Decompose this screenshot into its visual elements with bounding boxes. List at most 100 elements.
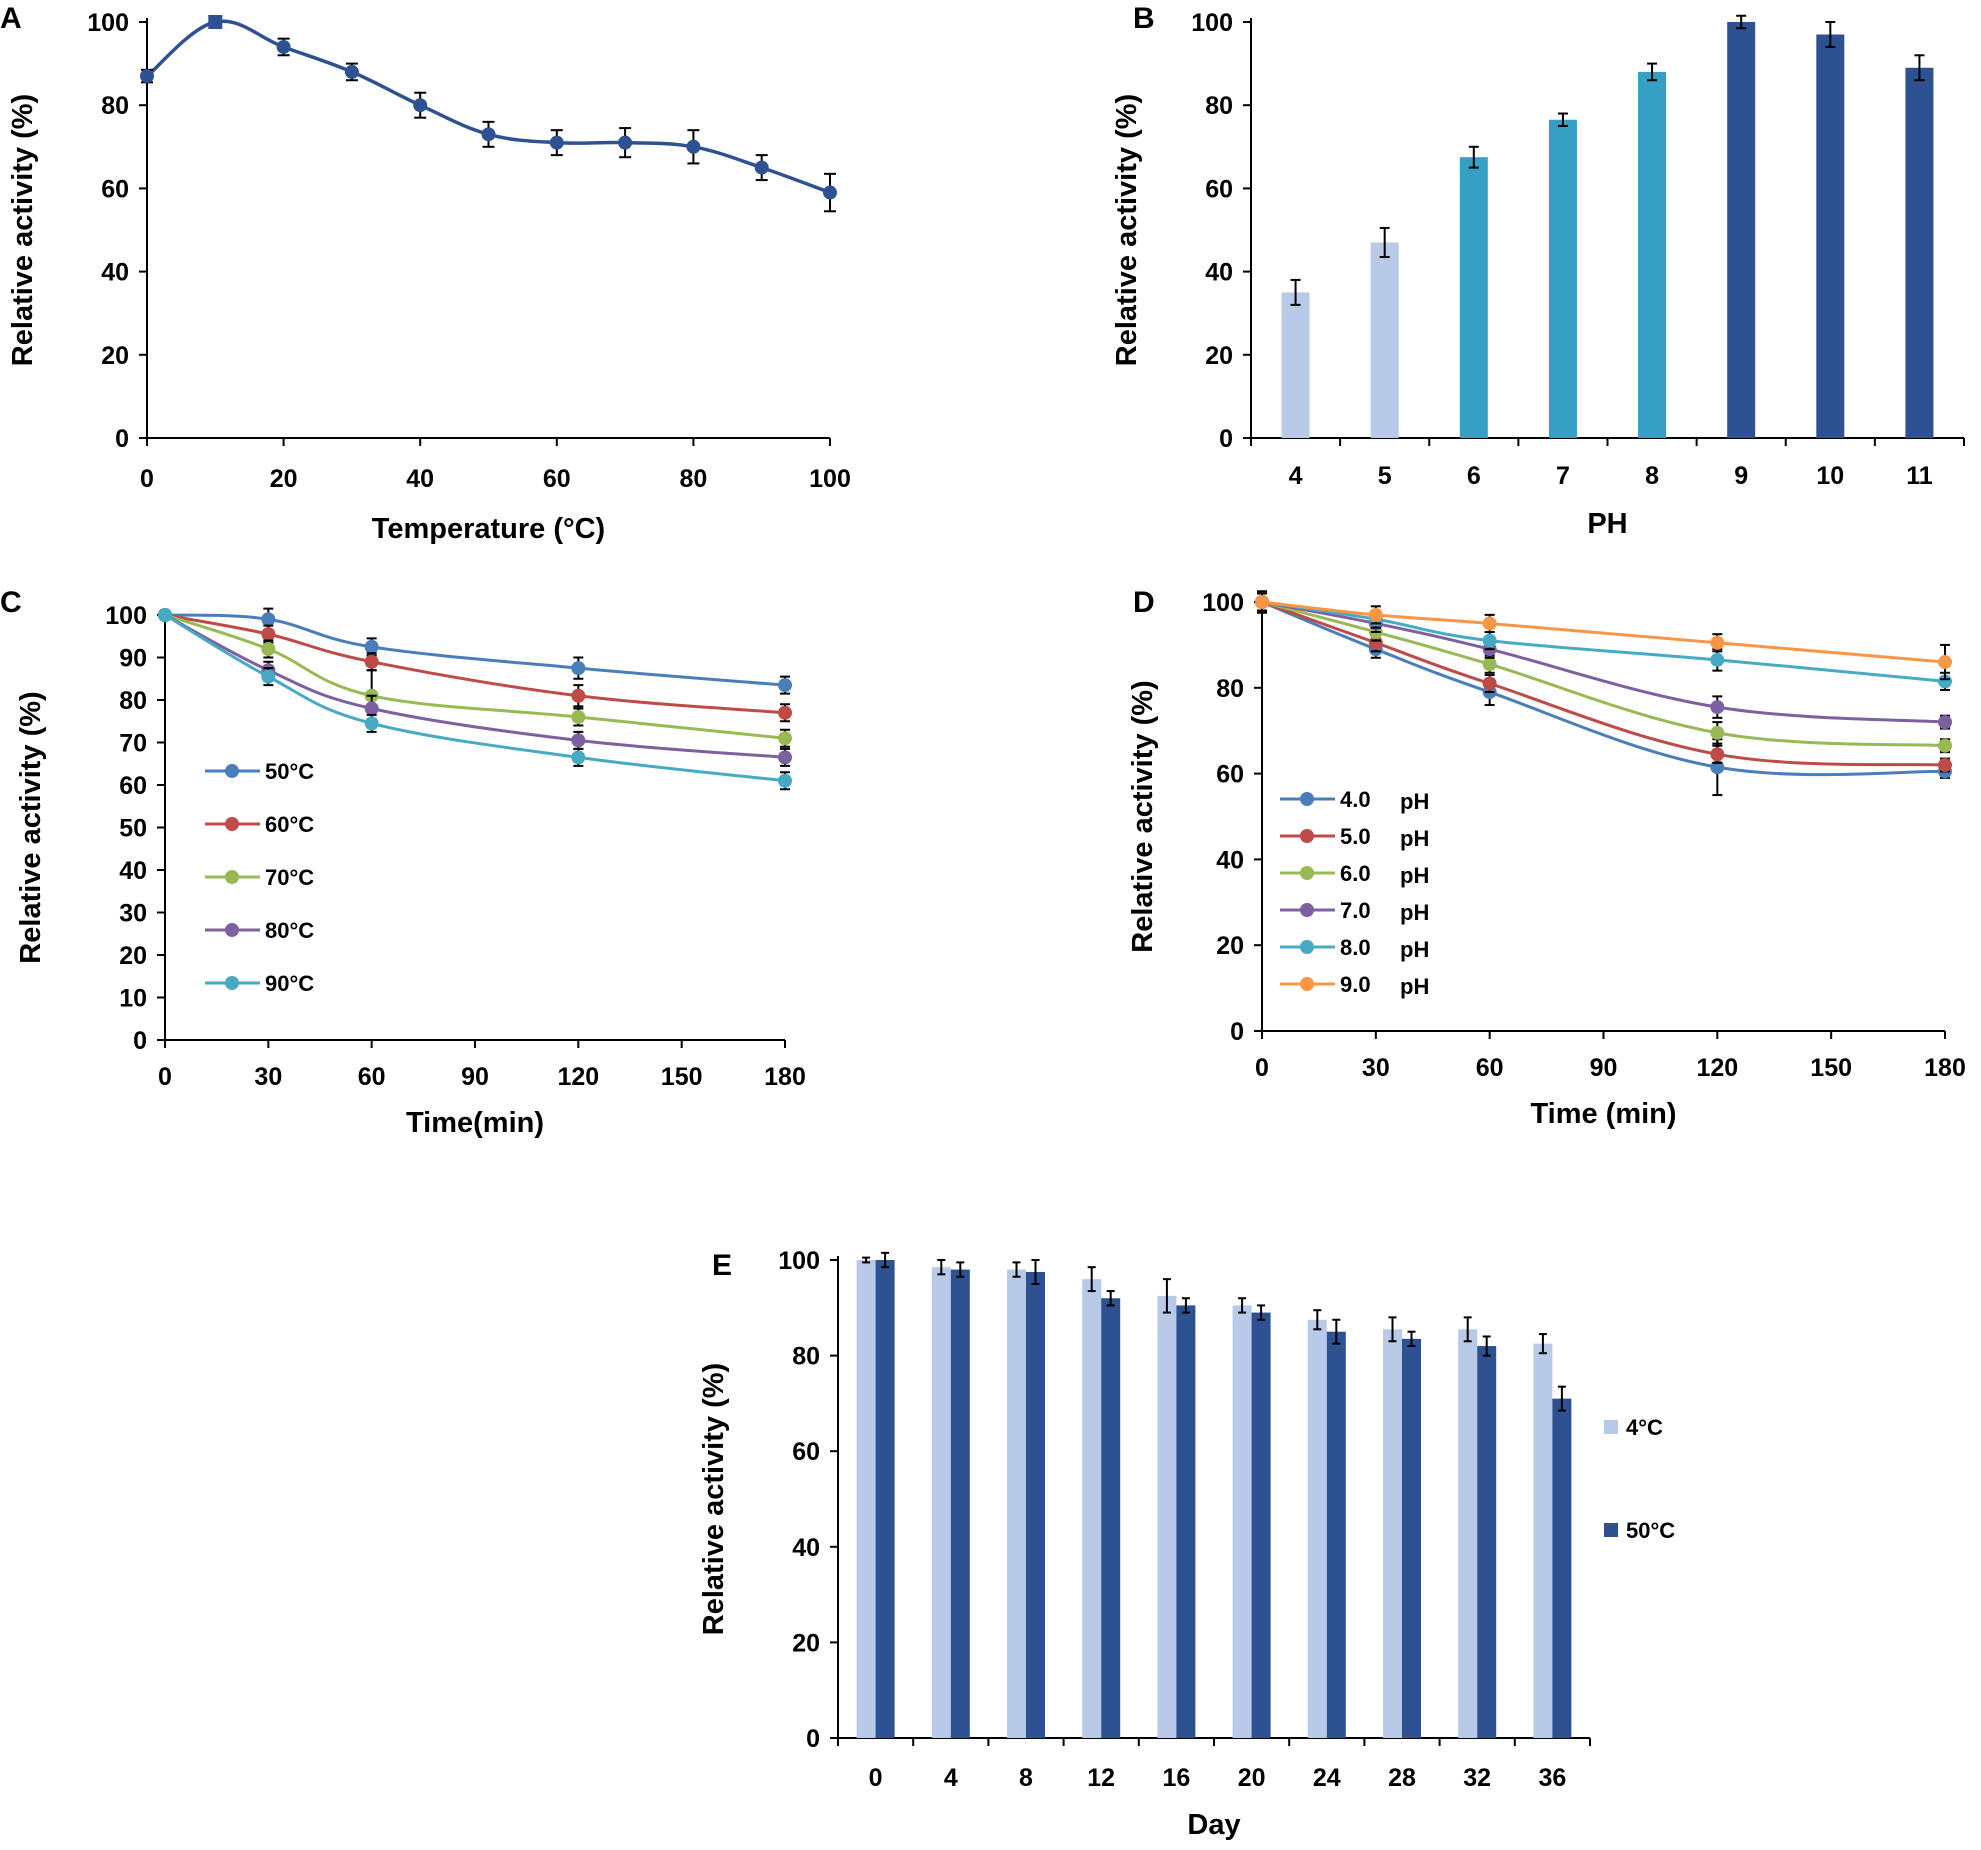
panel-d-x-tick-label: 180 [1924, 1054, 1966, 1082]
panel-a: A 0 20 40 60 80 100 0 20 40 60 80 100 Relative activi… [0, 2, 851, 545]
panel-e-x-tick-label: 4 [944, 1764, 958, 1792]
panel-d-point [1255, 595, 1269, 609]
panel-d-point [1710, 747, 1725, 762]
panel-c-point [364, 654, 379, 669]
panel-e-x-tick-label: 0 [869, 1764, 883, 1792]
panel-e-bar [931, 1267, 951, 1738]
panel-e-legend-swatch [1604, 1420, 1618, 1434]
panel-e-bar [1232, 1305, 1252, 1738]
panel-c-legend-marker [225, 817, 239, 831]
panel-b-x-tick-label: 9 [1734, 462, 1748, 490]
panel-a-point [140, 69, 154, 84]
panel-b-y-tick-label: 80 [1205, 92, 1233, 120]
panel-c-point [364, 639, 379, 654]
panel-d-point [1482, 616, 1497, 631]
panel-d-y-tick-label: 80 [1216, 675, 1244, 703]
panel-a-point [344, 64, 359, 79]
panel-d-y-tick-label: 100 [1202, 589, 1244, 617]
panel-c-y-tick-label: 90 [119, 645, 147, 673]
panel-c-legend-label: 70°C [265, 865, 314, 890]
panel-c-series-line [164, 613, 786, 740]
panel-e-legend-label: 50°C [1626, 1518, 1675, 1543]
panel-e-legend-label: 4°C [1626, 1415, 1663, 1440]
panel-c-y-tick-label: 50 [119, 815, 147, 843]
panel-a-x-tick-label: 60 [543, 465, 571, 493]
panel-d-legend-marker [1300, 940, 1314, 954]
panel-e-bar [1026, 1271, 1045, 1738]
panel-e-bar [1101, 1298, 1121, 1738]
panel-a-y-tick-label: 20 [101, 342, 129, 370]
panel-d-point [1938, 738, 1952, 753]
panel-e-bar [875, 1260, 895, 1738]
panel-b-x-tick-label: 11 [1906, 462, 1933, 490]
panel-e-bar [950, 1269, 970, 1738]
panel-c-y-tick-label: 80 [119, 687, 147, 715]
panel-e: E 0 20 40 60 80 100 0 4 8 12 16 20 24 28 32 36 Relative a… [698, 1247, 1675, 1841]
panel-c-y-tick-label: 10 [119, 985, 147, 1013]
panel-e-bar [1383, 1329, 1402, 1738]
panel-a-point [481, 127, 496, 142]
panel-d-legend-marker [1300, 866, 1314, 880]
panel-c-legend-label: 50°C [265, 759, 314, 784]
panel-a-series-line [145, 19, 831, 195]
panel-b-bar [1281, 292, 1310, 438]
panel-a-y-tick-label: 100 [87, 9, 129, 37]
panel-c-legend-label: 60°C [265, 812, 314, 837]
panel-b-x-tick-label: 6 [1467, 462, 1481, 490]
panel-d-y-tick-label: 20 [1216, 932, 1244, 960]
panel-b-y-tick-label: 60 [1205, 175, 1233, 203]
panel-d-y-tick-label: 60 [1216, 761, 1244, 789]
panel-b-y-tick-label: 100 [1191, 9, 1233, 37]
panel-c-x-tick-label: 180 [764, 1063, 806, 1091]
panel-c-point [261, 669, 276, 684]
panel-b-x-tick-label: 8 [1645, 462, 1659, 490]
panel-e-y-tick-label: 60 [792, 1438, 820, 1466]
panel-e-x-tick-label: 12 [1087, 1764, 1115, 1792]
panel-c-legend-label: 80°C [265, 918, 314, 943]
panel-b-letter: B [1133, 2, 1155, 35]
panel-d-legend-label: 9.0 [1340, 972, 1371, 997]
panel-b-x-axis-title: PH [1587, 508, 1627, 540]
panel-e-bar [1157, 1295, 1177, 1738]
panel-e-bar [1176, 1305, 1196, 1738]
panel-c-x-tick-label: 120 [557, 1063, 599, 1091]
panel-e-y-tick-label: 20 [792, 1629, 820, 1657]
panel-d-legend-unit: pH [1400, 974, 1429, 999]
panel-d-point [1938, 758, 1952, 773]
panel-d-point [1710, 652, 1725, 667]
panel-e-x-tick-label: 24 [1313, 1764, 1341, 1792]
panel-d-point [1710, 635, 1725, 650]
panel-b-y-tick-label: 40 [1205, 259, 1233, 287]
panel-a-x-tick-label: 40 [406, 465, 434, 493]
panel-c-y-tick-label: 0 [133, 1027, 147, 1055]
panel-b-x-tick-label: 4 [1289, 462, 1303, 490]
panel-b-x-tick-label: 7 [1556, 462, 1570, 490]
panel-d-legend-unit: pH [1400, 863, 1429, 888]
panel-d-series-line [1261, 600, 1946, 724]
panel-e-bar [1307, 1319, 1327, 1738]
panel-e-bar [1326, 1331, 1346, 1738]
panel-e-x-tick-label: 16 [1162, 1764, 1190, 1792]
panel-c-point [261, 642, 276, 656]
panel-c-series-line [164, 613, 786, 783]
panel-d-x-tick-label: 60 [1476, 1054, 1504, 1082]
panel-c-point [571, 661, 586, 676]
panel-e-bar [1251, 1312, 1271, 1738]
panel-d-legend-label: 7.0 [1340, 898, 1371, 923]
panel-a-point [618, 135, 633, 150]
panel-c-legend-marker [225, 764, 239, 778]
panel-d-legend-marker [1300, 977, 1314, 991]
panel-c-point [571, 750, 586, 765]
panel-a-point [276, 39, 291, 54]
panel-d-series-line [1261, 600, 1946, 664]
panel-b-bar [1459, 157, 1488, 438]
panel-d: D 0 20 40 60 80 100 0 30 60 90 120 150 180 Relative ac… [1127, 586, 1966, 1130]
panel-d-legend-label: 4.0 [1340, 787, 1371, 812]
panel-e-bar [1082, 1279, 1102, 1738]
panel-d-series-line [1261, 600, 1946, 777]
panel-c: C 0 10 20 30 40 50 60 70 80 90 100 0 30 60 90 120 150 180 R… [0, 586, 806, 1139]
panel-e-letter: E [712, 1249, 732, 1282]
panel-e-bar [1007, 1269, 1026, 1738]
panel-a-point [208, 15, 223, 29]
panel-d-legend-unit: pH [1400, 826, 1429, 851]
